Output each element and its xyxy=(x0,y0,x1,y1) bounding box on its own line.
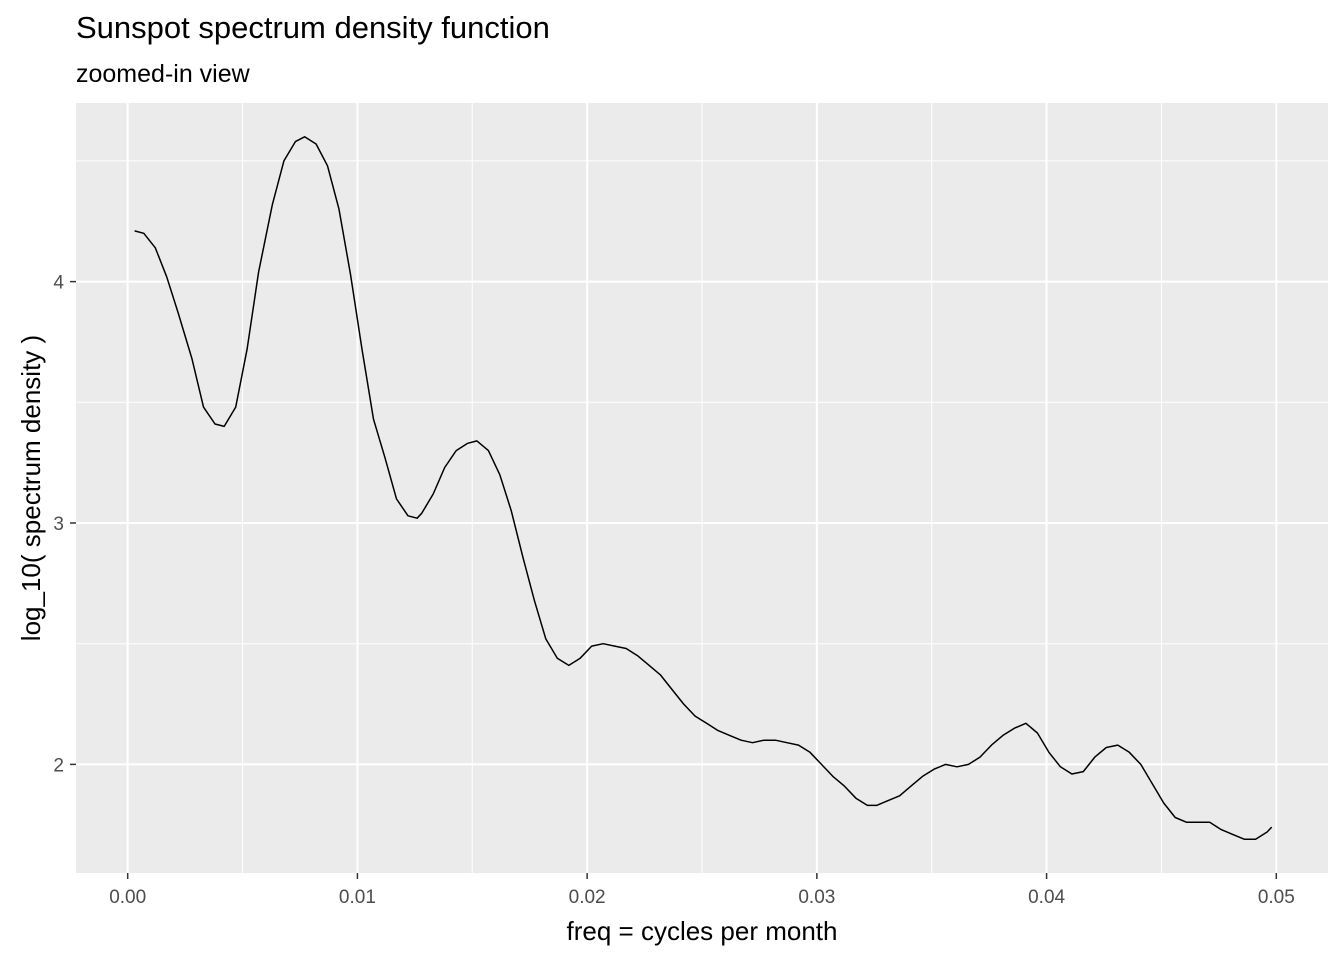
axis-ticks xyxy=(70,280,1278,879)
chart-title: Sunspot spectrum density function xyxy=(76,10,550,45)
y-tick-label: 4 xyxy=(53,273,64,294)
y-tick-labels: 2 3 4 xyxy=(53,273,64,777)
x-tick-label: 0.04 xyxy=(1028,887,1065,908)
x-tick-label: 0.02 xyxy=(569,887,606,908)
y-tick-label: 3 xyxy=(53,514,64,535)
series-layer xyxy=(134,136,1273,840)
minor-gridlines xyxy=(76,103,1328,873)
x-tick-label: 0.03 xyxy=(798,887,835,908)
x-tick-label: 0.00 xyxy=(109,887,146,908)
x-tick-label: 0.01 xyxy=(339,887,376,908)
y-tick-label: 2 xyxy=(53,755,64,776)
y-axis-title: log_10( spectrum density ) xyxy=(16,335,46,641)
major-gridlines xyxy=(76,103,1328,873)
x-tick-label: 0.05 xyxy=(1258,887,1295,908)
x-tick-labels: 0.00 0.01 0.02 0.03 0.04 0.05 xyxy=(109,887,1295,908)
x-axis-title: freq = cycles per month xyxy=(567,916,838,946)
series-line-0 xyxy=(134,136,1273,840)
chart-subtitle: zoomed-in view xyxy=(76,60,250,88)
